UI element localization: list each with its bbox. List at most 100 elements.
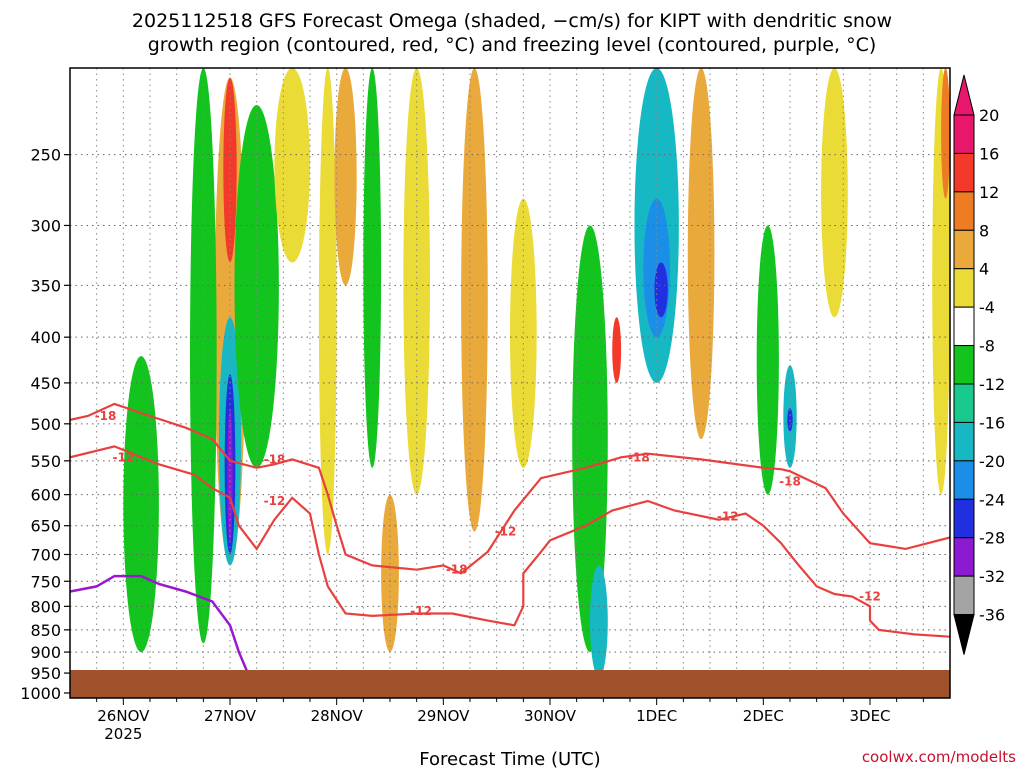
x-tick-label: 29NOV — [417, 707, 470, 725]
chart-title-line2: growth region (contoured, red, °C) and f… — [148, 34, 877, 56]
y-tick-label: 800 — [30, 597, 61, 616]
y-tick-label: 950 — [30, 664, 61, 683]
y-tick-label: 900 — [30, 643, 61, 662]
colorbar-top-arrow — [953, 74, 975, 116]
credit-text: coolwx.com/modelts — [862, 748, 1016, 766]
colorbar-label: -12 — [979, 375, 1005, 394]
colorbar-label: -32 — [979, 567, 1005, 586]
colorbar-label: -20 — [979, 452, 1005, 471]
colorbar-swatch — [953, 152, 975, 193]
colorbar-label: 16 — [979, 144, 999, 163]
y-tick-label: 750 — [30, 572, 61, 591]
colorbar-label: 12 — [979, 183, 999, 202]
x-tick-sublabel: 2025 — [104, 725, 142, 743]
contour-label: -18 — [95, 409, 117, 423]
contour-label: -12 — [112, 450, 134, 464]
y-tick-label: 450 — [30, 374, 61, 393]
colorbar-swatch — [953, 114, 975, 154]
omega-region-5 — [190, 68, 217, 644]
y-tick-label: 500 — [30, 415, 61, 434]
omega-region-22 — [687, 68, 715, 440]
colorbar-swatch — [953, 575, 975, 616]
x-tick-label: 28NOV — [311, 707, 364, 725]
omega-region-10 — [334, 68, 357, 286]
colorbar-label: 20 — [979, 106, 999, 125]
colorbar-bottom-arrow — [953, 614, 975, 655]
y-tick-label: 400 — [30, 328, 61, 347]
colorbar-swatch — [953, 268, 975, 308]
colorbar-label: -16 — [979, 413, 1005, 432]
colorbar-label: 8 — [979, 221, 989, 240]
omega-region-6 — [123, 356, 159, 653]
y-tick-label: 850 — [30, 621, 61, 640]
colorbar-label: -8 — [979, 337, 995, 356]
contour-label: -12 — [410, 604, 432, 618]
omega-region-7 — [234, 105, 279, 468]
omega-region-12 — [381, 494, 399, 653]
contour-label: -18 — [628, 450, 650, 464]
omega-region-14 — [461, 68, 488, 532]
colorbar-swatch — [953, 383, 975, 423]
omega-region-11 — [363, 68, 382, 468]
y-tick-label: 550 — [30, 452, 61, 471]
colorbar-swatch — [953, 345, 975, 385]
y-tick-label: 300 — [30, 216, 61, 235]
y-tick-label: 350 — [30, 276, 61, 295]
contour-label: -12 — [495, 525, 517, 539]
omega-region-25 — [787, 407, 793, 432]
y-tick-label: 600 — [30, 486, 61, 505]
terrain-ground — [70, 670, 950, 698]
freezing-level-line-0 — [70, 574, 258, 688]
colorbar-label: 4 — [979, 260, 989, 279]
omega-region-17 — [590, 565, 608, 678]
y-tick-label: 250 — [30, 146, 61, 165]
omega-region-9 — [318, 68, 337, 555]
x-tick-label: 1DEC — [636, 707, 677, 725]
colorbar-swatch — [953, 306, 975, 347]
contour-label: -18 — [446, 563, 468, 577]
contour-label: -12 — [717, 510, 739, 524]
omega-region-28 — [941, 68, 950, 199]
omega-region-1 — [223, 77, 237, 263]
omega-region-13 — [403, 68, 430, 495]
x-axis-title: Forecast Time (UTC) — [419, 749, 600, 768]
colorbar-swatch — [953, 460, 975, 500]
y-tick-label: 700 — [30, 545, 61, 564]
colorbar-label: -4 — [979, 298, 995, 317]
colorbar-swatch — [953, 498, 975, 539]
colorbar: 20 16 12 8 4 -4 -8 -12 -16 -20 -24 -28 -32 -36 — [953, 74, 1005, 655]
contour-label: -12 — [859, 590, 881, 604]
colorbar-label: -24 — [979, 490, 1005, 509]
dendritic-contours: -18 -18 -18 -18 -18 -12 -12 -12 -12 -12 -12 — [70, 402, 950, 638]
omega-region-26 — [821, 68, 848, 318]
omega-region-21 — [654, 262, 668, 318]
x-tick-label: 30NOV — [524, 707, 577, 725]
colorbar-label: -28 — [979, 529, 1005, 548]
colorbar-label: -36 — [979, 606, 1005, 625]
colorbar-swatch — [953, 421, 975, 462]
omega-region-23 — [756, 225, 779, 495]
omega-shading — [123, 68, 950, 678]
contour-label: -12 — [264, 494, 286, 508]
x-tick-label: 3DEC — [849, 707, 890, 725]
colorbar-swatch — [953, 191, 975, 231]
contour-label: -18 — [264, 452, 286, 466]
omega-region-8 — [274, 68, 310, 263]
y-tick-label: 650 — [30, 517, 61, 536]
x-tick-label: 27NOV — [204, 707, 257, 725]
x-tick-label: 26NOV — [97, 707, 150, 725]
y-tick-label: 1000 — [20, 684, 61, 703]
y-axis: 250 300 350 400 450 500 550 600 650 700 750 800 850 9… — [20, 146, 70, 703]
contour-label: -18 — [779, 474, 801, 488]
contour-minus12-line — [70, 445, 950, 638]
chart-title-line1: 2025112518 GFS Forecast Omega (shaded, −… — [132, 10, 892, 32]
omega-region-18 — [612, 317, 622, 383]
plot-area: -18 -18 -18 -18 -18 -12 -12 -12 -12 -12 -12 — [70, 68, 950, 698]
colorbar-swatch — [953, 537, 975, 577]
contour-minus18-line — [70, 402, 950, 575]
omega-region-16 — [572, 225, 608, 653]
colorbar-swatch — [953, 229, 975, 270]
x-tick-label: 2DEC — [743, 707, 784, 725]
